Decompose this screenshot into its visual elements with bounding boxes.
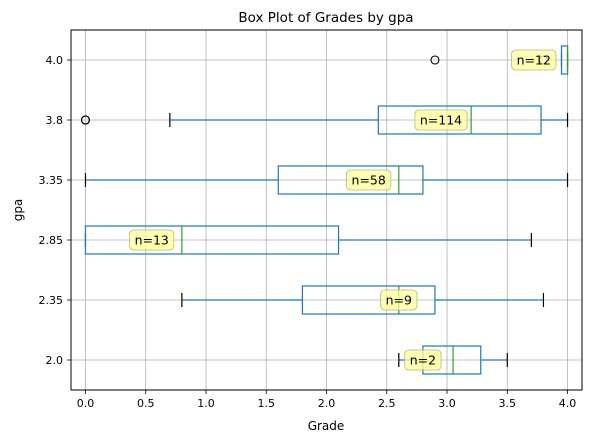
count-label-background: [380, 289, 418, 311]
count-label-text: n=114: [420, 113, 462, 128]
chart-title: Box Plot of Grades by gpa: [238, 10, 413, 26]
y-axis-label: gpa: [11, 199, 25, 222]
count-label-text: n=2: [410, 353, 436, 368]
y-tick-label: 2.35: [39, 294, 64, 307]
x-tick-label: 0.0: [77, 397, 95, 410]
count-label-2.0: n=2: [404, 349, 442, 371]
grid-lines: [71, 30, 582, 390]
iqr-box: [277, 165, 424, 195]
count-label-background: [414, 109, 468, 131]
count-label-text: n=12: [517, 53, 551, 68]
x-axis-label: Grade: [308, 419, 345, 433]
y-tick-label: 2.85: [39, 234, 64, 247]
x-axis-ticks: 0.0 0.5 1.0 1.5 2.0 2.5 3.0 3.5 4.0: [77, 390, 577, 410]
box-2.85: [84, 225, 532, 255]
x-tick-label: 1.5: [257, 397, 275, 410]
iqr-box: [84, 225, 340, 255]
iqr-box: [301, 285, 436, 315]
x-tick-label: 3.0: [438, 397, 456, 410]
count-label-background: [346, 169, 392, 191]
count-label-background: [404, 349, 442, 371]
count-label-2.35: n=9: [380, 289, 418, 311]
x-tick-label: 0.5: [137, 397, 155, 410]
outlier-point: [80, 115, 91, 125]
y-tick-label: 4.0: [46, 54, 64, 67]
y-tick-label: 3.35: [39, 174, 64, 187]
box-3.8: [80, 105, 569, 135]
box-3.35: [84, 165, 569, 195]
x-tick-label: 4.0: [559, 397, 577, 410]
count-label-text: n=58: [352, 173, 386, 188]
iqr-box: [377, 105, 542, 135]
count-label-4.0: n=12: [511, 49, 557, 71]
count-label-3.35: n=58: [346, 169, 392, 191]
x-tick-label: 2.5: [378, 397, 396, 410]
outlier-point: [430, 55, 440, 65]
count-label-text: n=9: [386, 293, 412, 308]
x-tick-label: 3.5: [499, 397, 517, 410]
count-labels: n=2 n=9 n=13 n=58 n=114 n=12: [129, 49, 557, 371]
count-label-background: [129, 229, 175, 251]
y-tick-label: 3.8: [46, 114, 64, 127]
count-label-3.8: n=114: [414, 109, 468, 131]
count-label-text: n=13: [135, 233, 169, 248]
count-label-background: [511, 49, 557, 71]
box-series: [80, 45, 569, 375]
count-label-2.85: n=13: [129, 229, 175, 251]
x-tick-label: 2.0: [318, 397, 336, 410]
y-tick-label: 2.0: [46, 354, 64, 367]
x-tick-label: 1.0: [197, 397, 215, 410]
y-axis-ticks: 2.0 2.35 2.85 3.35 3.8 4.0: [39, 54, 71, 367]
